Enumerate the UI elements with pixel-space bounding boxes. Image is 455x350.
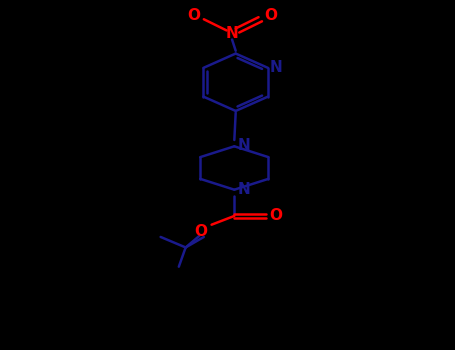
Text: N: N [270,61,283,75]
Text: O: O [187,8,200,22]
Text: O: O [195,224,207,238]
Text: O: O [270,209,283,223]
Text: O: O [264,8,277,22]
Text: N: N [226,26,238,41]
Text: N: N [238,138,251,153]
Text: N: N [238,182,251,196]
